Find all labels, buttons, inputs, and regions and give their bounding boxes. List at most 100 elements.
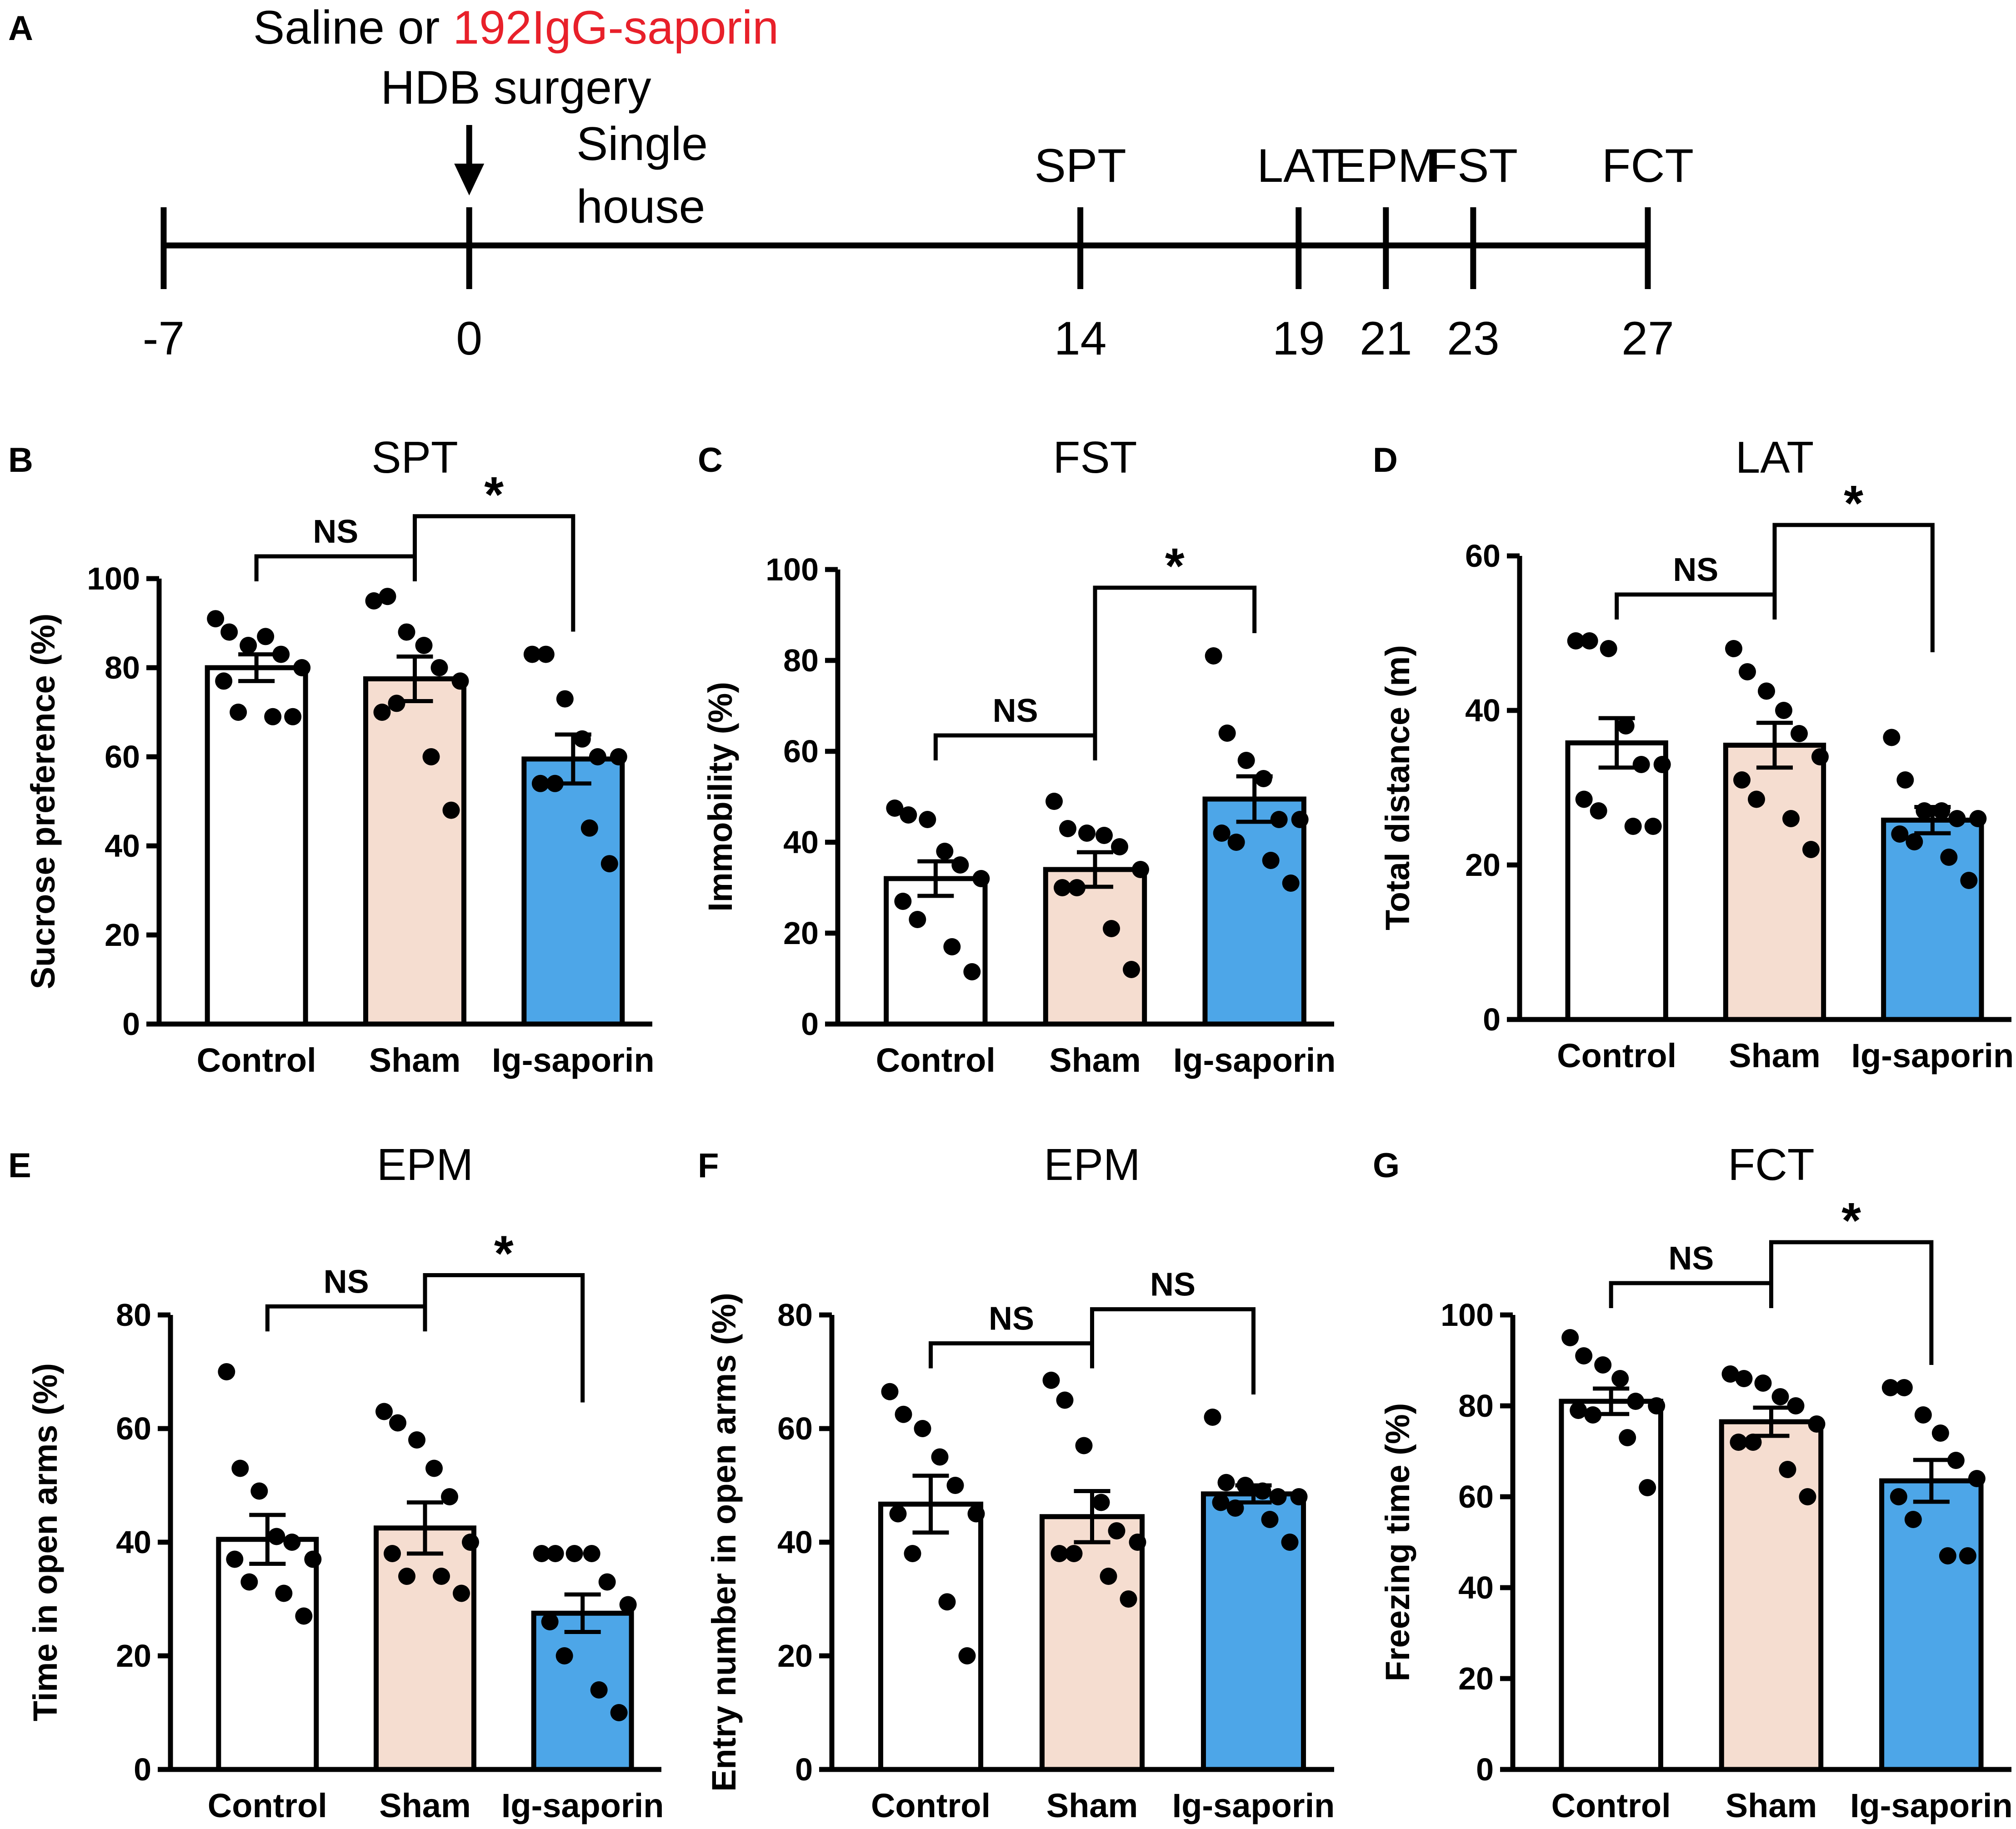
category-label: Sham (1729, 1037, 1821, 1074)
panel-letter: E (8, 1146, 31, 1185)
timeline-day-label: 14 (1054, 312, 1107, 365)
timeline-test-label: LAT (1257, 140, 1340, 192)
data-point (1236, 1477, 1254, 1494)
data-point (1754, 1374, 1772, 1392)
data-point (1639, 1479, 1656, 1496)
data-point (938, 1593, 956, 1611)
data-point (1075, 1437, 1093, 1454)
data-point (1217, 1474, 1235, 1491)
bar-ig-saporin (1879, 1478, 1984, 1772)
data-point (1960, 872, 1978, 889)
data-point (415, 637, 433, 654)
data-point (904, 1545, 921, 1562)
y-axis-label: Freezing time (%) (1379, 1403, 1416, 1682)
data-point (388, 695, 405, 712)
category-label: Sham (1046, 1787, 1138, 1824)
significance-bracket (1615, 592, 1777, 620)
data-point (1904, 1511, 1922, 1528)
panel-letter: D (1373, 441, 1398, 480)
data-point (1575, 1347, 1593, 1364)
data-point (1931, 1424, 1949, 1442)
data-point (1735, 1370, 1753, 1387)
data-point (946, 1477, 964, 1494)
timeline-day-label: 0 (456, 312, 482, 365)
chart-title: FST (1053, 432, 1137, 482)
data-point (1730, 1434, 1747, 1451)
y-tick-label: 0 (795, 1752, 813, 1787)
chart-title: FCT (1728, 1139, 1815, 1189)
significance-label: NS (1673, 552, 1718, 588)
significance-bracket (1769, 1240, 1934, 1365)
data-point (951, 856, 969, 874)
data-point (1059, 820, 1076, 837)
data-point (546, 1545, 564, 1562)
data-point (610, 1704, 628, 1721)
data-point (430, 659, 448, 676)
data-point (1291, 811, 1309, 828)
y-tick-label: 60 (783, 734, 819, 769)
data-point (1725, 640, 1742, 657)
y-tick-label: 60 (777, 1411, 813, 1446)
surgery-label: HDB surgery (380, 61, 651, 114)
y-tick-label: 60 (105, 739, 140, 775)
significance-bracket (413, 514, 575, 632)
data-point (1042, 1371, 1060, 1389)
data-point (442, 801, 460, 819)
data-point (546, 775, 564, 792)
data-point (1096, 827, 1113, 844)
y-tick-label: 20 (116, 1638, 151, 1674)
significance-bracket (1772, 523, 1935, 652)
y-tick-label: 80 (105, 650, 140, 685)
data-point (1933, 802, 1951, 820)
data-point (379, 588, 396, 605)
data-point (556, 690, 574, 708)
y-tick-label: 20 (777, 1638, 813, 1674)
data-point (295, 1607, 313, 1625)
data-point (1748, 790, 1765, 808)
data-point (919, 811, 936, 828)
bar-control (1565, 740, 1668, 1022)
data-point (1120, 1590, 1137, 1608)
data-point (389, 1414, 406, 1432)
data-point (1269, 1488, 1287, 1505)
significance-bracket (933, 733, 1097, 760)
data-point (1779, 1461, 1796, 1478)
data-point (972, 870, 990, 887)
data-point (1100, 1568, 1117, 1585)
treatment-highlight: 192IgG-saporin (453, 1, 779, 54)
y-tick-label: 100 (87, 561, 140, 596)
data-point (580, 819, 598, 837)
data-point (1959, 1547, 1976, 1564)
data-point (433, 1568, 450, 1585)
data-point (1939, 1547, 1956, 1564)
data-point (1914, 1406, 1932, 1424)
significance-bracket (929, 1341, 1094, 1369)
data-point (1561, 1329, 1579, 1346)
significance-label: * (484, 467, 504, 523)
data-point (914, 1420, 931, 1437)
timeline-day-label: 21 (1360, 312, 1412, 365)
y-tick-label: 40 (783, 825, 819, 860)
y-tick-label: 80 (1458, 1388, 1494, 1424)
panel-letter: G (1373, 1146, 1400, 1185)
data-point (1758, 682, 1775, 700)
data-point (283, 1534, 301, 1551)
data-point (1261, 1511, 1279, 1528)
data-point (589, 748, 606, 765)
significance-label: NS (313, 514, 358, 550)
bar-control (216, 1537, 319, 1772)
y-tick-label: 0 (134, 1752, 151, 1787)
y-tick-label: 0 (1476, 1752, 1494, 1787)
data-point (1733, 771, 1751, 789)
data-point (272, 645, 290, 663)
data-point (1617, 717, 1635, 735)
data-point (215, 672, 233, 690)
bar-ig-saporin (531, 1610, 634, 1772)
significance-label: NS (989, 1301, 1034, 1337)
data-point (1111, 838, 1128, 855)
data-point (889, 1505, 907, 1523)
data-point (1969, 810, 1987, 827)
chart-title: EPM (1044, 1139, 1140, 1189)
category-label: Control (1551, 1787, 1671, 1824)
panel-letter-a: A (8, 9, 33, 48)
